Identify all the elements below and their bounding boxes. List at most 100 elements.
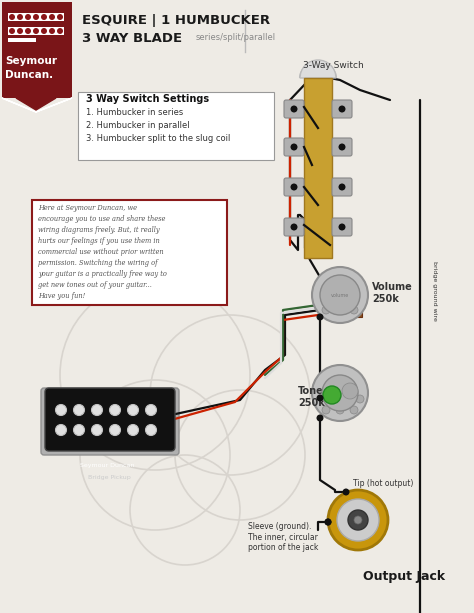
Text: volume: volume bbox=[331, 292, 349, 297]
Bar bbox=[32, 200, 227, 305]
Circle shape bbox=[91, 424, 102, 435]
Text: Output Jack: Output Jack bbox=[363, 570, 445, 583]
Circle shape bbox=[291, 105, 298, 113]
Circle shape bbox=[33, 28, 39, 34]
Circle shape bbox=[348, 510, 368, 530]
Circle shape bbox=[146, 424, 156, 435]
Circle shape bbox=[338, 105, 346, 113]
Text: Have you fun!: Have you fun! bbox=[38, 292, 85, 300]
FancyBboxPatch shape bbox=[332, 100, 352, 118]
Text: series/split/parallel: series/split/parallel bbox=[196, 33, 276, 42]
Polygon shape bbox=[16, 98, 56, 110]
Circle shape bbox=[356, 395, 364, 403]
Circle shape bbox=[49, 28, 55, 34]
Text: commercial use without prior written: commercial use without prior written bbox=[38, 248, 164, 256]
Text: your guitar is a practically free way to: your guitar is a practically free way to bbox=[38, 270, 167, 278]
Text: ESQUIRE | 1 HUMBUCKER: ESQUIRE | 1 HUMBUCKER bbox=[82, 14, 270, 27]
Circle shape bbox=[312, 365, 368, 421]
Circle shape bbox=[128, 424, 138, 435]
Circle shape bbox=[55, 405, 66, 416]
Circle shape bbox=[343, 489, 349, 495]
Text: Tone
250k: Tone 250k bbox=[298, 386, 325, 408]
Circle shape bbox=[55, 424, 66, 435]
FancyBboxPatch shape bbox=[284, 178, 304, 196]
Text: 3. Humbucker split to the slug coil: 3. Humbucker split to the slug coil bbox=[86, 134, 230, 143]
Text: Bridge Pickup: Bridge Pickup bbox=[88, 475, 131, 480]
Circle shape bbox=[317, 313, 323, 321]
FancyBboxPatch shape bbox=[284, 138, 304, 156]
Circle shape bbox=[322, 306, 330, 314]
Bar bbox=[2, 2, 72, 98]
Circle shape bbox=[128, 405, 138, 416]
Circle shape bbox=[322, 375, 358, 411]
Circle shape bbox=[146, 405, 156, 416]
Circle shape bbox=[291, 183, 298, 191]
FancyBboxPatch shape bbox=[318, 303, 362, 317]
Text: 3 Way Switch Settings: 3 Way Switch Settings bbox=[86, 94, 209, 104]
Circle shape bbox=[9, 14, 15, 20]
Circle shape bbox=[322, 406, 330, 414]
Polygon shape bbox=[2, 98, 72, 112]
Bar bbox=[36, 28, 64, 32]
FancyBboxPatch shape bbox=[41, 388, 179, 455]
Circle shape bbox=[317, 414, 323, 422]
Circle shape bbox=[291, 143, 298, 151]
Circle shape bbox=[325, 519, 331, 525]
Circle shape bbox=[73, 405, 84, 416]
Circle shape bbox=[73, 424, 84, 435]
Text: Here at Seymour Duncan, we: Here at Seymour Duncan, we bbox=[38, 204, 137, 212]
Circle shape bbox=[41, 28, 47, 34]
Circle shape bbox=[342, 383, 358, 399]
Text: get new tones out of your guitar...: get new tones out of your guitar... bbox=[38, 281, 152, 289]
Circle shape bbox=[312, 267, 368, 323]
Circle shape bbox=[320, 275, 360, 315]
FancyBboxPatch shape bbox=[318, 393, 362, 407]
Text: Volume
250k: Volume 250k bbox=[372, 282, 413, 304]
Circle shape bbox=[354, 516, 362, 524]
Wedge shape bbox=[300, 60, 336, 78]
Bar bbox=[8, 13, 64, 21]
Circle shape bbox=[91, 405, 102, 416]
Circle shape bbox=[336, 306, 344, 314]
Circle shape bbox=[109, 424, 120, 435]
Bar bbox=[304, 78, 332, 258]
Text: 3-Way Switch: 3-Way Switch bbox=[303, 61, 364, 70]
Circle shape bbox=[350, 306, 358, 314]
FancyBboxPatch shape bbox=[332, 138, 352, 156]
FancyBboxPatch shape bbox=[332, 178, 352, 196]
Text: bridge ground wire: bridge ground wire bbox=[432, 261, 437, 321]
Circle shape bbox=[57, 28, 63, 34]
FancyBboxPatch shape bbox=[45, 388, 175, 451]
Circle shape bbox=[337, 499, 379, 541]
Circle shape bbox=[336, 406, 344, 414]
Circle shape bbox=[33, 14, 39, 20]
Text: Seymour Duncan: Seymour Duncan bbox=[80, 463, 134, 468]
Circle shape bbox=[17, 14, 23, 20]
FancyBboxPatch shape bbox=[284, 218, 304, 236]
Circle shape bbox=[325, 519, 331, 525]
Circle shape bbox=[338, 143, 346, 151]
Text: Seymour: Seymour bbox=[5, 56, 57, 66]
Text: hurts our feelings if you use them in: hurts our feelings if you use them in bbox=[38, 237, 160, 245]
Circle shape bbox=[17, 28, 23, 34]
FancyBboxPatch shape bbox=[284, 100, 304, 118]
Text: 1. Humbucker in series: 1. Humbucker in series bbox=[86, 108, 183, 117]
Circle shape bbox=[350, 406, 358, 414]
Text: Tip (hot output): Tip (hot output) bbox=[353, 479, 413, 488]
Circle shape bbox=[25, 28, 31, 34]
Text: Duncan.: Duncan. bbox=[5, 70, 53, 80]
Text: encourage you to use and share these: encourage you to use and share these bbox=[38, 215, 165, 223]
Circle shape bbox=[41, 14, 47, 20]
Circle shape bbox=[317, 395, 323, 402]
Circle shape bbox=[338, 224, 346, 230]
Circle shape bbox=[25, 14, 31, 20]
Circle shape bbox=[109, 405, 120, 416]
Bar bbox=[78, 92, 274, 160]
Circle shape bbox=[323, 386, 341, 404]
Circle shape bbox=[9, 28, 15, 34]
Text: wiring diagrams freely. But, it really: wiring diagrams freely. But, it really bbox=[38, 226, 160, 234]
Bar bbox=[8, 27, 64, 35]
Text: 3 WAY BLADE: 3 WAY BLADE bbox=[82, 32, 191, 45]
Circle shape bbox=[338, 183, 346, 191]
Circle shape bbox=[291, 224, 298, 230]
